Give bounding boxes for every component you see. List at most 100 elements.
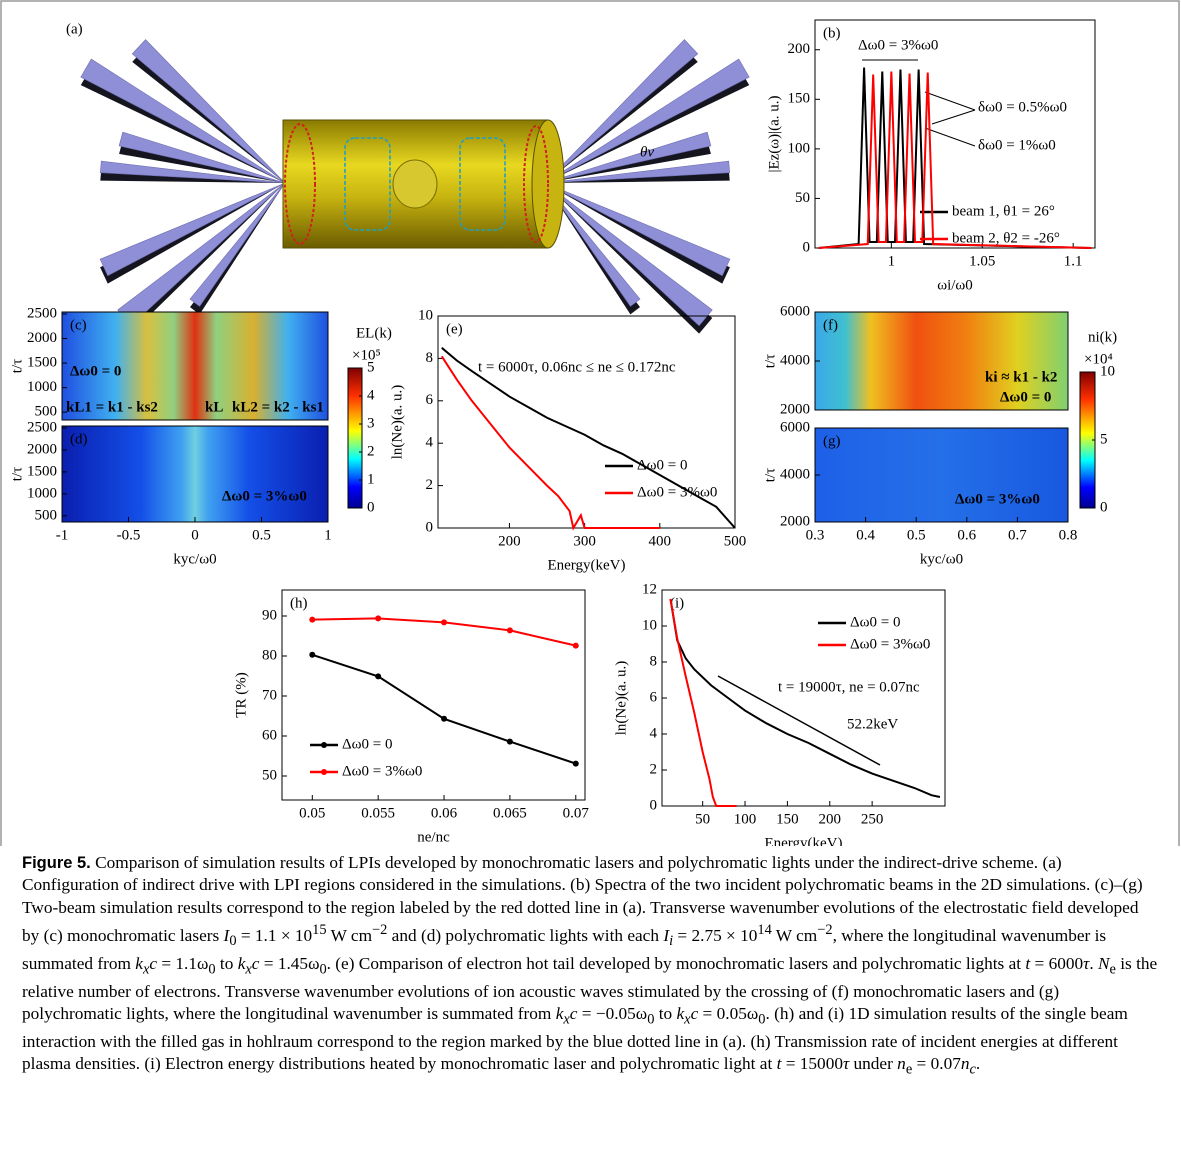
- y-tick-label: 4: [650, 725, 658, 741]
- caption-text: is the relative number of electrons. Tra…: [22, 953, 1158, 1024]
- caption-text: . (e) Comparison of electron hot tail de…: [326, 953, 1026, 973]
- panel-label: (a): [66, 21, 83, 37]
- y-tick-label: 70: [262, 687, 277, 703]
- colorbar-tick-label: 1: [367, 471, 375, 487]
- annotation: kL2 = k2 - ks1: [232, 399, 324, 415]
- caption-text: x: [142, 961, 150, 978]
- x-tick-label: 0.05: [299, 805, 325, 821]
- x-tick-label: 0.06: [431, 805, 458, 821]
- y-tick-label: 8: [650, 653, 658, 669]
- y-axis-label: ln(Ne)(a. u.): [613, 661, 629, 736]
- colorbar-exponent: ×10⁴: [1084, 351, 1113, 367]
- caption: Figure 5. Comparison of simulation resul…: [22, 852, 1160, 1081]
- x-tick-label: 0.5: [907, 527, 926, 543]
- x-tick-label: 0.4: [856, 527, 875, 543]
- caption-label: Figure 5.: [22, 854, 91, 872]
- series-line: [440, 355, 660, 531]
- y-tick-label: 0: [426, 519, 434, 535]
- y-axis-label: |Ez(ω)|(a. u.): [766, 95, 782, 172]
- colorbar-label: EL(k): [356, 325, 392, 341]
- colorbar-tick-label: 5: [1100, 431, 1108, 447]
- y-tick-label: 2000: [27, 330, 57, 346]
- y-tick-label: 8: [426, 350, 434, 366]
- caption-text: c: [569, 1004, 578, 1024]
- caption-text: e: [905, 1061, 913, 1078]
- laser-beam: [544, 182, 713, 327]
- y-tick-label: 2: [426, 477, 434, 493]
- y-tick-label: 500: [35, 507, 58, 523]
- x-tick-label: -0.5: [117, 527, 141, 543]
- legend-label: beam 2, θ2 = -26°: [952, 230, 1060, 246]
- x-tick-label: 300: [573, 533, 596, 549]
- series-line: [669, 598, 737, 807]
- y-tick-label: 10: [642, 617, 657, 633]
- x-tick-label: 0.6: [957, 527, 976, 543]
- y-axis-label: t/τ: [762, 468, 778, 482]
- caption-text: .: [1089, 953, 1098, 973]
- y-tick-label: 1500: [27, 354, 57, 370]
- laser-beam: [544, 160, 731, 184]
- legend-label: Δω0 = 3%ω0: [342, 763, 422, 779]
- heatmap-image: [62, 426, 328, 522]
- figure-border: [0, 0, 1180, 846]
- caption-text: c: [970, 1062, 976, 1078]
- caption-text: I: [663, 925, 670, 945]
- colorbar-tick-label: 0: [1100, 499, 1108, 515]
- legend-marker: [321, 769, 327, 775]
- x-tick-label: 0.5: [252, 527, 271, 543]
- caption-text: c: [251, 953, 260, 973]
- axes-frame: [61, 311, 329, 421]
- annotation: Δω0 = 0: [1000, 389, 1051, 405]
- y-tick-label: 1500: [27, 463, 57, 479]
- annotation: Δω0 = 3%ω0: [955, 491, 1040, 507]
- x-axis-label: kyc/ω0: [920, 551, 963, 567]
- laser-beam: [544, 182, 731, 277]
- colorbar-tick-label: 5: [367, 359, 375, 375]
- x-tick-label: 1.1: [1064, 253, 1083, 269]
- hohlraum-end: [284, 123, 316, 245]
- caption-text: = 15000: [781, 1054, 843, 1074]
- legend-marker: [321, 742, 327, 748]
- panel-label: (g): [823, 433, 841, 449]
- annotation: Δω0 = 3%ω0: [858, 37, 938, 53]
- caption-text: t: [776, 1054, 782, 1074]
- laser-beam: [544, 131, 712, 184]
- caption-text: x: [684, 1012, 690, 1028]
- axes-frame: [281, 589, 586, 801]
- legend-label: beam 1, θ1 = 26°: [952, 203, 1055, 219]
- y-tick-label: 0: [803, 239, 811, 255]
- y-tick-label: 6: [426, 392, 434, 408]
- caption-text: , where the longitudinal wavenumber is s…: [22, 925, 1107, 973]
- panel-label: (f): [823, 317, 838, 333]
- laser-beam: [80, 58, 286, 184]
- colorbar-label: ni(k): [1088, 329, 1117, 345]
- x-tick-label: 1: [888, 253, 896, 269]
- y-tick-label: 6: [650, 689, 658, 705]
- caption-text: e: [1109, 961, 1116, 978]
- x-tick-label: 100: [734, 811, 757, 827]
- caption-text: i: [669, 933, 673, 949]
- legend-label: Δω0 = 0: [342, 736, 392, 752]
- y-tick-label: 10: [418, 307, 433, 323]
- caption-text: τ: [842, 1054, 850, 1074]
- x-tick-label: 0.055: [361, 805, 395, 821]
- laser-beam: [189, 182, 286, 307]
- hohlraum-end: [523, 125, 549, 243]
- y-tick-label: 2000: [780, 513, 810, 529]
- y-tick-label: 90: [262, 607, 277, 623]
- x-tick-label: 400: [649, 533, 672, 549]
- y-tick-label: 2: [650, 761, 658, 777]
- panel-label: (b): [823, 25, 841, 41]
- y-tick-label: 4: [426, 435, 434, 451]
- laser-beam: [544, 39, 699, 184]
- laser-beam: [131, 39, 286, 184]
- y-tick-label: 1000: [27, 485, 57, 501]
- legend-label: Δω0 = 3%ω0: [850, 636, 930, 652]
- series-marker: [375, 615, 382, 622]
- colorbar-tick-label: 10: [1100, 363, 1115, 379]
- x-tick-label: 0.3: [806, 527, 825, 543]
- laser-beam: [99, 182, 286, 277]
- y-tick-label: 500: [35, 404, 58, 420]
- y-tick-label: 4000: [780, 466, 810, 482]
- y-axis-label: t/τ: [762, 354, 778, 368]
